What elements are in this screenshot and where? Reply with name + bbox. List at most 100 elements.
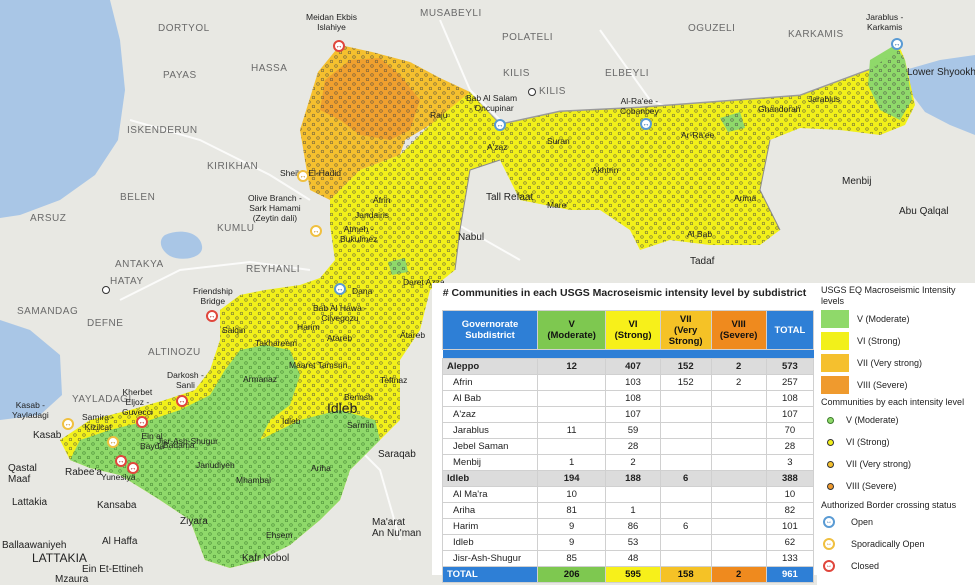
crossing-label-darkosh: Darkosh - Sanli [167,370,204,390]
crossing-kherbet-eljoz[interactable]: ↔ [136,416,148,428]
col-header-governorate[interactable]: Governorate Subdistrict [442,310,538,350]
cell-name: Idleb [442,534,538,551]
legend-level-label: V (Moderate) [857,314,910,324]
crossing-yunesiya[interactable]: ↔ [127,462,139,474]
cell-name: Jarablus [442,422,538,439]
crossing-al-raee[interactable]: ↔ [640,118,652,130]
cell-v: 1 [536,454,607,471]
label-menbij: Menbij [842,176,872,187]
cell-v: 9 [536,534,607,551]
legend-level-label: VI (Strong) [857,336,901,346]
cell-name: Aleppo [442,358,538,375]
legend-closed-label: Closed [851,561,880,571]
cell-total: 961 [765,566,815,583]
cell-name: Jebel Saman [442,438,538,455]
col-header-total[interactable]: TOTAL [765,310,815,350]
cell-v [536,374,607,391]
label-salqin: Salqin [222,325,246,335]
cell-vii: 152 [659,374,712,391]
table-governorate-row: Aleppo 12 407 152 2 573 [442,358,815,375]
col-header-very-strong[interactable]: VII (Very Strong) [659,310,712,350]
label-musabeyli: MUSABEYLI [420,8,482,19]
label-maarat: Ma'arat An Nu'man [372,517,422,539]
cell-name: Menbij [442,454,538,471]
label-kasab: Kasab [33,430,62,441]
label-afrin: Afrin [373,195,391,205]
table-governorate-row: Idleb 194 188 6 388 [442,470,815,487]
cell-vi: 188 [605,470,661,487]
cell-viii: 2 [710,566,767,583]
table-row: Al Ma'ra 10 10 [442,486,815,503]
swatch-very-strong [821,354,849,372]
cell-vii [659,486,712,503]
col-header-severe[interactable]: VIII (Severe) [710,310,767,350]
label-elbeyli: ELBEYLI [605,68,650,79]
crossing-jarablus[interactable]: ↔ [891,38,903,50]
crossing-darkosh[interactable]: ↔ [176,395,188,407]
legend-point-label: V (Moderate) [846,415,899,425]
cell-vii [659,534,712,551]
table-total-row: TOTAL 206 595 158 2 961 [442,566,815,583]
crossing-label-jarablus: Jarablus - Karkamis [866,12,904,32]
cell-vi: 48 [605,550,661,567]
cell-v: 194 [536,470,607,487]
cell-total: 62 [765,534,815,551]
crossing-atmeh[interactable]: ↔ [310,225,322,237]
legend-crossing-title: Authorized Border crossing status [821,500,957,510]
crossing-label-meidan: Meidan Ekbis Islahiye [306,12,358,32]
table-row: Jarablus 11 59 70 [442,422,815,439]
crossing-label-atmeh: Atmeh - Bukulmez [340,224,378,244]
table-row: Harim 9 86 6 101 [442,518,815,535]
legend-sporadic-label: Sporadically Open [851,539,925,549]
label-jandairis: Jandairis [355,210,390,220]
legend-point-moderate: V (Moderate) [821,413,899,427]
legend-points-title: Communities by each intensity level [821,397,965,407]
label-raju: Raju [430,110,448,120]
point-icon [827,438,834,446]
cell-vii [659,422,712,439]
label-harim-sub: Harim [297,322,320,332]
cell-vii [659,438,712,455]
legend-title: USGS EQ Macroseismic Intensity levels [821,285,956,306]
col-header-strong[interactable]: VI (Strong) [605,310,661,350]
label-belen: BELEN [120,192,156,203]
legend-point-strong: VI (Strong) [821,435,890,449]
label-nabul: Nabul [458,232,485,243]
crossing-label-bab-al-salam: Bab Al Salam - Oncupinar [466,93,518,113]
label-atareb-2: Atareb [400,330,426,340]
label-abu-qalqal: Abu Qalqal [899,206,949,217]
cell-vii [659,502,712,519]
label-al-bab: Al Bab [687,229,713,239]
crossing-friendship-bridge[interactable]: ↔ [206,310,218,322]
cell-total: 133 [765,550,815,567]
label-dortyol: DORTYOL [158,23,210,34]
cell-vii [659,390,712,407]
col-header-moderate[interactable]: V (Moderate) [536,310,607,350]
label-kirikhan: KIRIKHAN [207,161,259,172]
cell-viii: 2 [710,358,767,375]
label-lower-shyookh: Lower Shyookh [907,67,975,78]
label-dana: Dana [352,286,373,296]
community-points-north [60,45,915,460]
crossing-bab-al-hawa[interactable]: ↔ [334,283,346,295]
cell-v: 11 [536,422,607,439]
table-row: Afrin 103 152 2 257 [442,374,815,391]
intensity-table-panel: # Communities in each USGS Macroseismic … [432,283,817,583]
cell-total: 108 [765,390,815,407]
crossing-olive-branch[interactable]: ↔ [297,170,309,182]
crossing-meidan-ekbis[interactable]: ↔ [333,40,345,52]
community-points-south [70,345,380,568]
table-header-strip [442,349,814,359]
cell-name: Afrin [442,374,538,391]
label-kilis-upper: KILIS [503,68,530,79]
table-row: A'zaz 107 107 [442,406,815,423]
crossing-samira[interactable]: ↔ [107,436,119,448]
table-row: Jisr-Ash-Shugur 85 48 133 [442,550,815,567]
cell-vii [659,550,712,567]
label-badama: Badama [163,440,195,450]
crossing-bab-al-salam[interactable]: ↔ [494,119,506,131]
swatch-severe [821,376,849,394]
label-daret-azza: Daret Azza [403,277,445,287]
crossing-kasab[interactable]: ↔ [62,418,74,430]
crossing-ein-al-bayda[interactable]: ↔ [115,455,127,467]
